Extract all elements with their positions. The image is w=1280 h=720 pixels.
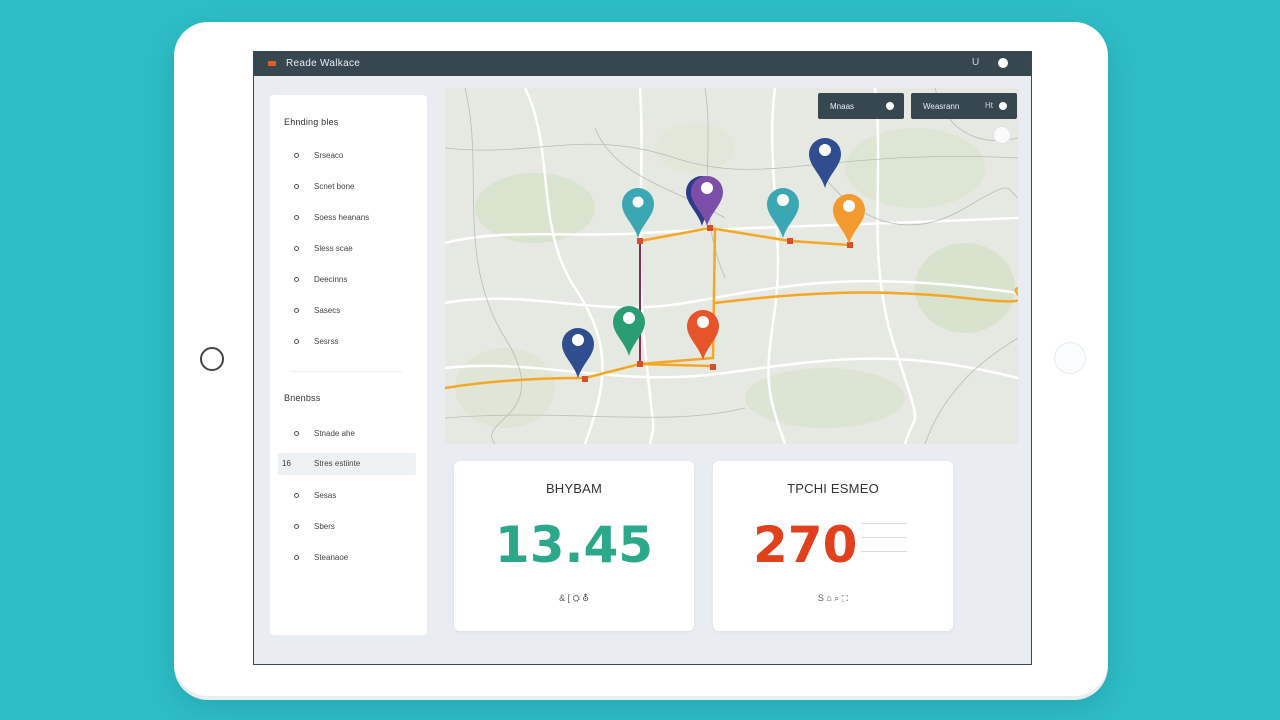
map-pin-orange[interactable] <box>833 194 865 244</box>
map-pin-blue-top[interactable] <box>809 138 841 188</box>
bullet-icon <box>294 153 299 158</box>
sidebar-item-active[interactable]: 16 Stres estiinte <box>278 453 416 475</box>
stat-card-title: TPCHI ESMEO <box>787 481 879 496</box>
bullet-icon <box>294 308 299 313</box>
stat-card-footer-icons: S ⌂ ⌕ ⛶ <box>817 593 849 603</box>
sidebar-section-title: Bnenbss <box>284 393 321 403</box>
sidebar-item-label: Sasecs <box>314 306 341 315</box>
bullet-icon <box>294 493 299 498</box>
map-pin-green[interactable] <box>613 306 645 356</box>
sidebar-item-label: Sesas <box>314 491 337 500</box>
map-pin-teal-2[interactable] <box>767 188 799 238</box>
map-route-nodes <box>582 225 853 382</box>
sidebar-item[interactable]: Srseaco <box>278 145 416 167</box>
sidebar-section-title: Ehnding bles <box>284 117 339 127</box>
stat-card-title: BHYBAM <box>545 481 603 496</box>
map-layer-label: Mnaas <box>830 102 855 111</box>
map-pin-blue[interactable] <box>562 328 594 378</box>
map-view-button[interactable]: Weasrann Ht <box>911 93 1017 119</box>
sidebar-item-label: Sbers <box>314 522 335 531</box>
sidebar-item-label: Soess heanans <box>314 213 370 222</box>
stat-card-2: TPCHI ESMEO 270 S ⌂ ⌕ ⛶ <box>713 461 953 631</box>
sidebar-item[interactable]: Soess heanans <box>278 207 416 229</box>
titlebar-dot-button[interactable] <box>998 58 1008 68</box>
stat-card-1: BHYBAM 13.45 & [ ⛭ ⛢ <box>454 461 694 631</box>
sidebar-item-label: Deecinns <box>314 275 348 284</box>
sidebar-item[interactable]: Sless scae <box>278 238 416 260</box>
map-pin-purple[interactable] <box>691 176 723 226</box>
bullet-icon <box>294 524 299 529</box>
sidebar-item-label: Srseaco <box>314 151 344 160</box>
sidebar-item-badge: 16 <box>282 459 291 468</box>
sidebar-item-label: Sesrss <box>314 337 339 346</box>
map-routes <box>445 226 1018 390</box>
sidebar-item-label: Stres estiinte <box>314 459 361 468</box>
sidebar-item-label: Sless scae <box>314 244 353 253</box>
bullet-icon <box>294 277 299 282</box>
stat-card-footer-icons: & [ ⛭ ⛢ <box>559 593 589 603</box>
stat-card-value: 270 <box>753 516 858 574</box>
stat-card-lines <box>861 523 907 565</box>
map-view-label: Weasrann <box>923 102 960 111</box>
title-bar: Reade Walkace U <box>254 51 1031 76</box>
bullet-icon <box>294 555 299 560</box>
map-layer-button[interactable]: Mnaas <box>818 93 904 119</box>
bullet-icon <box>294 184 299 189</box>
bullet-icon <box>294 215 299 220</box>
map-locate-button[interactable] <box>993 126 1011 144</box>
sidebar-item[interactable]: Sasecs <box>278 300 416 322</box>
sidebar-item[interactable]: Scnet bone <box>278 176 416 198</box>
map-pin-teal[interactable] <box>622 188 654 238</box>
toggle-dot-icon <box>886 102 894 110</box>
bullet-icon <box>294 431 299 436</box>
toggle-dot-icon <box>999 102 1007 110</box>
camera <box>1054 342 1086 374</box>
map-view-icon: Ht <box>985 101 993 110</box>
route-map[interactable]: Mnaas Weasrann Ht <box>445 88 1018 444</box>
app-logo-icon <box>268 61 276 66</box>
sidebar: Ehnding bles Srseaco Scnet bone Soess he… <box>270 95 427 635</box>
app-title: Reade Walkace <box>286 58 361 69</box>
sidebar-item[interactable]: Deecinns <box>278 269 416 291</box>
sidebar-item-label: Steanaoe <box>314 553 349 562</box>
sidebar-item-label: Stnade ahe <box>314 429 355 438</box>
stat-card-value: 13.45 <box>494 516 654 574</box>
home-button[interactable] <box>200 347 224 371</box>
sidebar-item[interactable]: Stnade ahe <box>278 423 416 445</box>
sidebar-item[interactable]: Sesas <box>278 485 416 507</box>
app-screen: Reade Walkace U Ehnding bles Srseaco Scn… <box>253 51 1032 665</box>
sidebar-item-label: Scnet bone <box>314 182 355 191</box>
sidebar-item[interactable]: Steanaoe <box>278 547 416 569</box>
map-terrain <box>455 123 1015 428</box>
bullet-icon <box>294 246 299 251</box>
map-pin-red-orange[interactable] <box>687 310 719 360</box>
titlebar-control[interactable]: U <box>972 57 980 68</box>
sidebar-item[interactable]: Sbers <box>278 516 416 538</box>
sidebar-divider <box>290 371 402 372</box>
map-canvas <box>445 88 1018 444</box>
sidebar-item[interactable]: Sesrss <box>278 331 416 353</box>
bullet-icon <box>294 339 299 344</box>
